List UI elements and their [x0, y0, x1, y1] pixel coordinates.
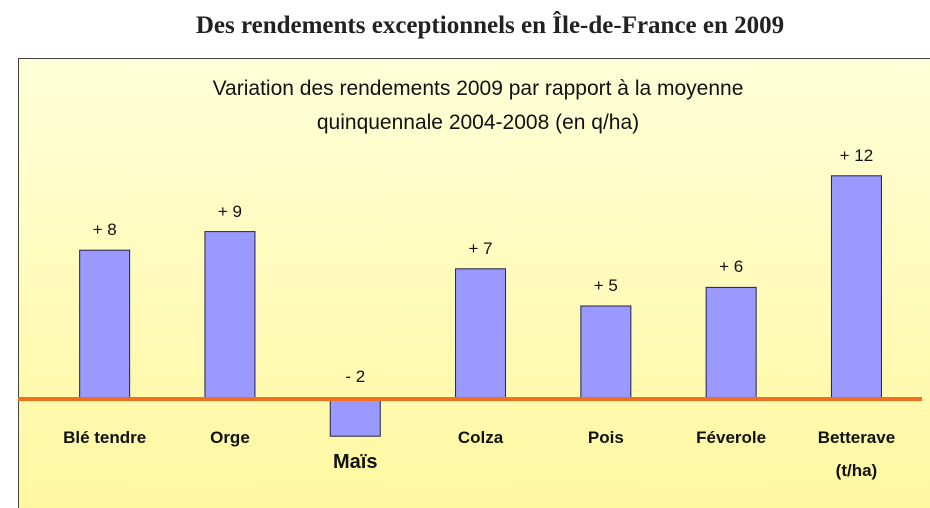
value-label: + 12 [839, 145, 874, 165]
bar [204, 231, 256, 400]
bar [830, 175, 882, 400]
bar [79, 249, 131, 400]
chart-title: Des rendements exceptionnels en Île-de-F… [195, 12, 785, 39]
x-tick-label: Colza [457, 428, 504, 447]
x-tick-label: Pois [587, 428, 624, 447]
value-label: + 7 [468, 238, 493, 258]
x-tick-label: Blé tendre [63, 428, 147, 447]
bar [329, 398, 381, 437]
value-label: - 2 [345, 367, 366, 386]
value-label: + 5 [593, 276, 618, 295]
value-label: + 6 [719, 257, 744, 277]
x-tick-label: Betterave (t/ha) [817, 428, 896, 480]
bar [580, 305, 632, 400]
bar [705, 286, 757, 400]
chart-subtitle: Variation des rendements 2009 par rappor… [212, 77, 744, 134]
value-label: + 8 [92, 220, 117, 240]
x-tick-label: Maïs [333, 451, 378, 473]
value-label: + 9 [217, 201, 242, 221]
x-tick-label: Orge [210, 428, 250, 447]
x-tick-label: Féverole [696, 428, 767, 447]
bar [455, 268, 507, 400]
